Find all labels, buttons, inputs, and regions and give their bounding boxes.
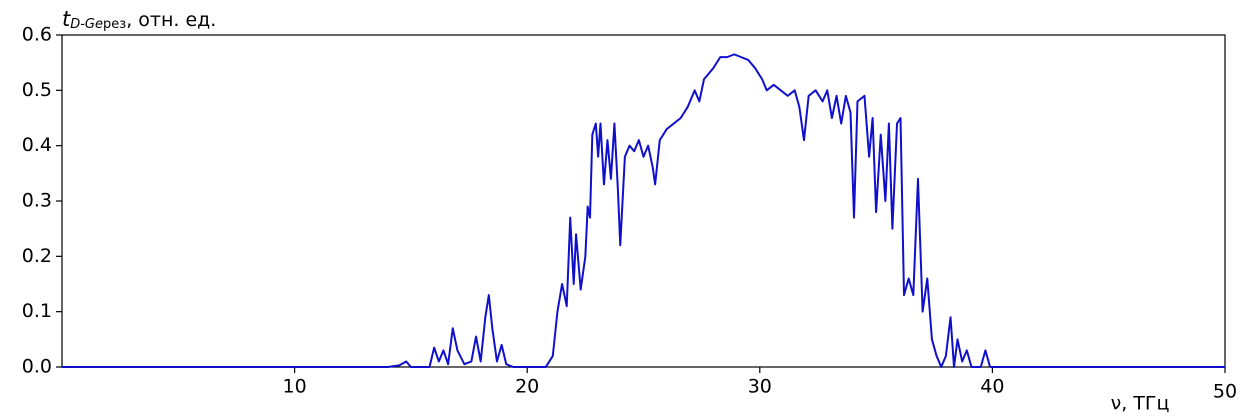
y-label-text: , отн. ед. [126,9,216,31]
y-tick-label: 0.5 [22,79,52,101]
y-label-symbol: t [62,7,71,31]
data-line [62,53,1225,368]
plot-frame [61,34,1226,368]
y-tick-label: 0.1 [22,300,52,322]
x-tick-label: 50 [1213,381,1237,403]
y-tick-label: 0.6 [22,24,52,46]
x-tick-label: 10 [283,376,307,398]
y-label-subscript: рез [103,17,126,32]
x-tick-label: 20 [515,376,539,398]
x-axis-label: ν, ТГц [1111,393,1170,415]
x-tick-label: 40 [980,376,1004,398]
y-tick-label: 0.0 [22,356,52,378]
y-tick-label: 0.3 [22,190,52,212]
y-tick-label: 0.2 [22,245,52,267]
y-tick-label: 0.4 [22,134,52,156]
x-tick-label: 30 [748,376,772,398]
y-axis-label: tD-Geрез, отн. ед. [62,7,216,32]
y-label-subscript: D-Ge [70,17,103,32]
